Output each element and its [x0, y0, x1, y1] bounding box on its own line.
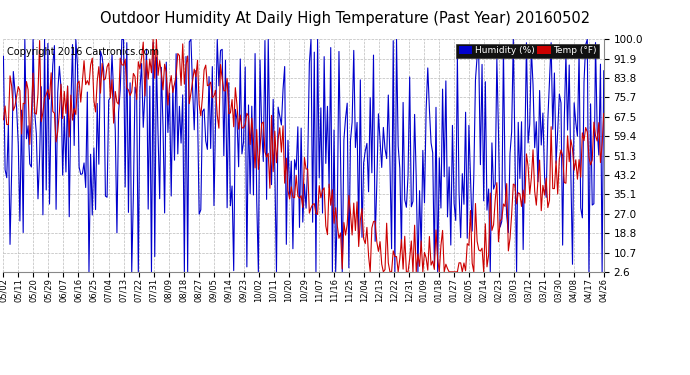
Text: Outdoor Humidity At Daily High Temperature (Past Year) 20160502: Outdoor Humidity At Daily High Temperatu… [100, 11, 590, 26]
Legend: Humidity (%), Temp (°F): Humidity (%), Temp (°F) [456, 44, 599, 57]
Text: Copyright 2016 Cartronics.com: Copyright 2016 Cartronics.com [7, 47, 159, 57]
